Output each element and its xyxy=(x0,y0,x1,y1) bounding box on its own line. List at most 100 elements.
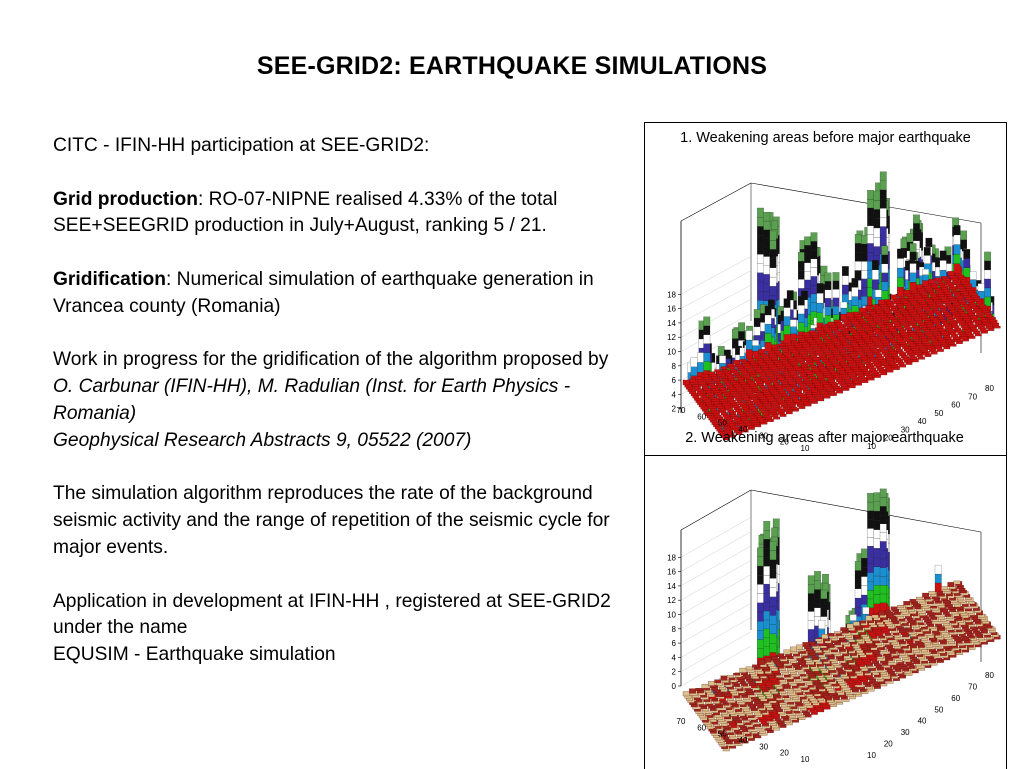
bar-segment xyxy=(872,279,879,290)
floor-cell xyxy=(819,645,827,649)
bar-segment xyxy=(879,226,887,236)
bar-segment xyxy=(763,539,771,549)
floor-cell xyxy=(906,330,914,333)
bar-segment xyxy=(849,614,857,621)
bar-segment xyxy=(690,357,698,367)
floor-cell xyxy=(950,611,958,615)
bar-segment xyxy=(923,247,931,256)
x-tick-label: 50 xyxy=(934,409,943,418)
floor-cell xyxy=(812,357,820,361)
work-authors: O. Carbunar (IFIN-HH), M. Radulian (Inst… xyxy=(53,376,571,424)
floor-cell xyxy=(925,345,933,348)
y-tick-label: 40 xyxy=(739,736,748,745)
bar-segment xyxy=(873,520,881,530)
floor-cell xyxy=(713,724,720,727)
floor-cell xyxy=(846,326,854,329)
floor-cell xyxy=(917,622,925,625)
floor-cell xyxy=(928,626,936,629)
bar-segment xyxy=(810,258,818,268)
bar-segment xyxy=(953,263,961,274)
bar-segment xyxy=(873,190,881,201)
bar-segment xyxy=(820,265,828,276)
bar-segment xyxy=(824,289,832,299)
floor-cell xyxy=(939,319,947,322)
y-tick-label: 50 xyxy=(718,730,727,739)
floor-cell xyxy=(903,601,911,606)
bar-segment xyxy=(939,260,947,271)
y-tick-label: 50 xyxy=(718,419,727,428)
floor-cell xyxy=(928,315,936,318)
bar-segment xyxy=(807,620,815,630)
bar-segment xyxy=(763,274,771,284)
floor-cell xyxy=(968,635,976,639)
floor-cell xyxy=(900,298,908,302)
floor-cell xyxy=(834,319,841,323)
bar-segment xyxy=(723,349,731,359)
floor-cell xyxy=(853,691,861,695)
x-tick-label: 40 xyxy=(918,417,927,426)
bar-segment xyxy=(897,277,904,288)
floor-cell xyxy=(849,641,857,645)
floor-cell xyxy=(769,700,777,704)
x-tick-label: 30 xyxy=(901,728,910,737)
bar-segment xyxy=(909,263,917,273)
application-line-1: Application in development at IFIN-HH , … xyxy=(53,590,611,639)
floor-cell xyxy=(693,697,701,701)
bar-segment xyxy=(757,639,764,649)
bar-segment xyxy=(984,287,991,298)
bar-segment xyxy=(763,291,771,301)
floor-cell xyxy=(757,728,765,732)
floor-cell xyxy=(758,385,766,389)
bar-segment xyxy=(807,584,815,594)
floor-cell xyxy=(804,657,812,661)
bar-segment xyxy=(719,355,726,364)
bar-segment xyxy=(861,567,868,577)
bar-segment xyxy=(879,497,887,507)
floor-cell xyxy=(719,398,727,402)
bar-segment xyxy=(783,334,791,344)
bar-segment xyxy=(879,602,887,612)
bar-segment xyxy=(867,207,874,217)
bar-segment xyxy=(703,352,711,362)
bar-segment xyxy=(764,305,772,316)
floor-cell xyxy=(682,691,690,697)
floor-cell xyxy=(897,351,905,354)
simulation-paragraph: The simulation algorithm reproduces the … xyxy=(53,483,610,558)
work-text: Work in progress for the gridification o… xyxy=(53,349,609,371)
floor-cell xyxy=(725,396,733,399)
bar-segment xyxy=(814,598,821,608)
bar-segment xyxy=(810,293,818,303)
bar-segment xyxy=(913,223,920,233)
bar-segment xyxy=(824,306,832,316)
bar-segment xyxy=(923,255,931,264)
floor-cell xyxy=(843,333,851,336)
bar-segment xyxy=(816,293,824,304)
bar-segment xyxy=(922,269,929,275)
bar-segment xyxy=(757,272,764,283)
bar-segment xyxy=(763,583,771,594)
x-tick-label: 80 xyxy=(985,384,994,393)
floor-cell xyxy=(964,597,972,600)
floor-cell xyxy=(790,718,798,721)
floor-cell xyxy=(810,678,818,681)
bar-segment xyxy=(861,243,868,253)
floor-cell xyxy=(944,614,952,617)
floor-cell xyxy=(754,735,762,739)
floor-cell xyxy=(832,651,840,655)
grid-line xyxy=(680,560,752,601)
floor-cell xyxy=(887,315,895,318)
floor-cell xyxy=(791,674,799,677)
bar-segment xyxy=(963,249,971,259)
x-tick-label: 70 xyxy=(968,682,977,691)
bar-segment xyxy=(879,558,887,568)
floor-cell xyxy=(810,643,818,647)
bar-segment xyxy=(879,593,887,603)
floor-cell xyxy=(796,392,804,396)
bar-segment xyxy=(757,593,764,603)
floor-cell xyxy=(918,667,925,671)
bar-segment xyxy=(797,305,805,315)
z-tick-label: 6 xyxy=(672,376,677,385)
floor-cell xyxy=(895,660,903,663)
floor-cell xyxy=(955,284,963,287)
z-tick-label: 8 xyxy=(672,362,677,371)
